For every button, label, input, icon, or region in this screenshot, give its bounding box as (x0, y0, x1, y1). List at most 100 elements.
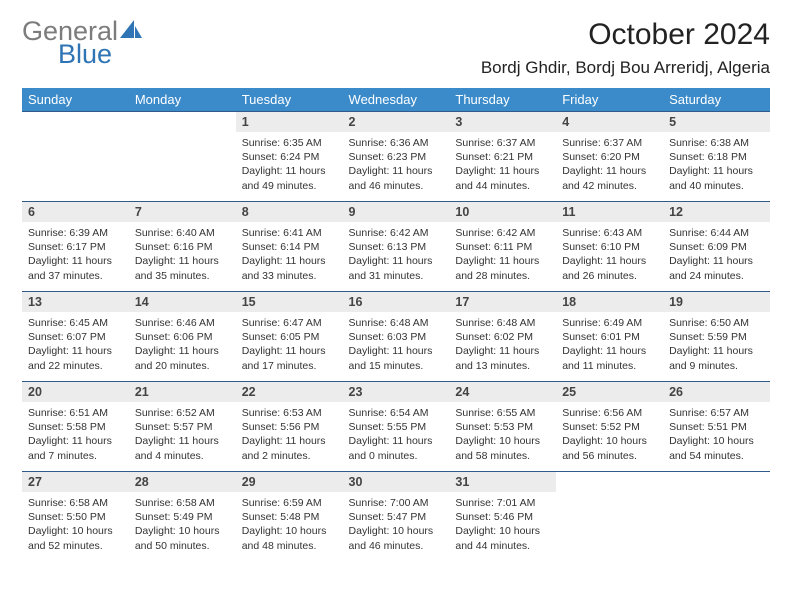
day-details: Sunrise: 6:55 AMSunset: 5:53 PMDaylight:… (449, 402, 556, 465)
daylight-line: Daylight: 11 hours (349, 254, 444, 268)
daylight-line: and 33 minutes. (242, 269, 337, 283)
day-number: 23 (343, 382, 450, 402)
day-details: Sunrise: 7:01 AMSunset: 5:46 PMDaylight:… (449, 492, 556, 555)
day-details: Sunrise: 6:57 AMSunset: 5:51 PMDaylight:… (663, 402, 770, 465)
daylight-line: and 15 minutes. (349, 359, 444, 373)
day-cell: 19Sunrise: 6:50 AMSunset: 5:59 PMDayligh… (663, 292, 770, 382)
day-cell: 14Sunrise: 6:46 AMSunset: 6:06 PMDayligh… (129, 292, 236, 382)
day-number: 21 (129, 382, 236, 402)
sunset-line: Sunset: 6:14 PM (242, 240, 337, 254)
daylight-line: Daylight: 11 hours (135, 344, 230, 358)
day-cell: 21Sunrise: 6:52 AMSunset: 5:57 PMDayligh… (129, 382, 236, 472)
daylight-line: Daylight: 11 hours (28, 254, 123, 268)
day-details: Sunrise: 6:54 AMSunset: 5:55 PMDaylight:… (343, 402, 450, 465)
daylight-line: and 49 minutes. (242, 179, 337, 193)
page-title: October 2024 (481, 18, 770, 52)
day-cell: 28Sunrise: 6:58 AMSunset: 5:49 PMDayligh… (129, 472, 236, 562)
day-number: 7 (129, 202, 236, 222)
daylight-line: Daylight: 10 hours (28, 524, 123, 538)
day-cell: 18Sunrise: 6:49 AMSunset: 6:01 PMDayligh… (556, 292, 663, 382)
day-details: Sunrise: 6:48 AMSunset: 6:02 PMDaylight:… (449, 312, 556, 375)
daylight-line: and 46 minutes. (349, 539, 444, 553)
title-block: October 2024 Bordj Ghdir, Bordj Bou Arre… (481, 18, 770, 78)
day-number: 18 (556, 292, 663, 312)
day-details: Sunrise: 6:58 AMSunset: 5:49 PMDaylight:… (129, 492, 236, 555)
sunrise-line: Sunrise: 6:50 AM (669, 316, 764, 330)
daylight-line: Daylight: 11 hours (455, 164, 550, 178)
day-cell: 11Sunrise: 6:43 AMSunset: 6:10 PMDayligh… (556, 202, 663, 292)
sunset-line: Sunset: 6:20 PM (562, 150, 657, 164)
day-number: 13 (22, 292, 129, 312)
day-cell: 30Sunrise: 7:00 AMSunset: 5:47 PMDayligh… (343, 472, 450, 562)
daylight-line: and 31 minutes. (349, 269, 444, 283)
sunset-line: Sunset: 6:11 PM (455, 240, 550, 254)
sunrise-line: Sunrise: 6:41 AM (242, 226, 337, 240)
daylight-line: and 11 minutes. (562, 359, 657, 373)
day-cell: 3Sunrise: 6:37 AMSunset: 6:21 PMDaylight… (449, 112, 556, 202)
day-cell: 12Sunrise: 6:44 AMSunset: 6:09 PMDayligh… (663, 202, 770, 292)
day-number: 25 (556, 382, 663, 402)
sunset-line: Sunset: 6:06 PM (135, 330, 230, 344)
day-number: 27 (22, 472, 129, 492)
sunrise-line: Sunrise: 6:51 AM (28, 406, 123, 420)
day-cell: 29Sunrise: 6:59 AMSunset: 5:48 PMDayligh… (236, 472, 343, 562)
day-cell: 22Sunrise: 6:53 AMSunset: 5:56 PMDayligh… (236, 382, 343, 472)
day-cell (663, 472, 770, 562)
daylight-line: Daylight: 11 hours (349, 434, 444, 448)
day-number: 29 (236, 472, 343, 492)
day-details: Sunrise: 6:59 AMSunset: 5:48 PMDaylight:… (236, 492, 343, 555)
day-number: 4 (556, 112, 663, 132)
weekday-header: Saturday (663, 88, 770, 112)
day-details: Sunrise: 6:48 AMSunset: 6:03 PMDaylight:… (343, 312, 450, 375)
sunrise-line: Sunrise: 6:45 AM (28, 316, 123, 330)
sunrise-line: Sunrise: 6:43 AM (562, 226, 657, 240)
weekday-header-row: Sunday Monday Tuesday Wednesday Thursday… (22, 88, 770, 112)
daylight-line: Daylight: 10 hours (455, 524, 550, 538)
day-cell: 8Sunrise: 6:41 AMSunset: 6:14 PMDaylight… (236, 202, 343, 292)
day-details: Sunrise: 6:42 AMSunset: 6:11 PMDaylight:… (449, 222, 556, 285)
daylight-line: Daylight: 10 hours (242, 524, 337, 538)
week-row: 20Sunrise: 6:51 AMSunset: 5:58 PMDayligh… (22, 382, 770, 472)
sunset-line: Sunset: 6:17 PM (28, 240, 123, 254)
sunrise-line: Sunrise: 6:49 AM (562, 316, 657, 330)
day-cell: 1Sunrise: 6:35 AMSunset: 6:24 PMDaylight… (236, 112, 343, 202)
day-details: Sunrise: 6:37 AMSunset: 6:21 PMDaylight:… (449, 132, 556, 195)
daylight-line: Daylight: 11 hours (562, 344, 657, 358)
day-details: Sunrise: 6:42 AMSunset: 6:13 PMDaylight:… (343, 222, 450, 285)
sunset-line: Sunset: 5:52 PM (562, 420, 657, 434)
week-row: 6Sunrise: 6:39 AMSunset: 6:17 PMDaylight… (22, 202, 770, 292)
sunset-line: Sunset: 6:02 PM (455, 330, 550, 344)
daylight-line: Daylight: 10 hours (135, 524, 230, 538)
sunset-line: Sunset: 5:50 PM (28, 510, 123, 524)
day-number: 11 (556, 202, 663, 222)
day-details: Sunrise: 6:46 AMSunset: 6:06 PMDaylight:… (129, 312, 236, 375)
header: General Blue October 2024 Bordj Ghdir, B… (22, 18, 770, 78)
day-cell: 20Sunrise: 6:51 AMSunset: 5:58 PMDayligh… (22, 382, 129, 472)
daylight-line: Daylight: 11 hours (242, 254, 337, 268)
logo-word2: Blue (58, 41, 112, 68)
day-details: Sunrise: 6:40 AMSunset: 6:16 PMDaylight:… (129, 222, 236, 285)
daylight-line: and 52 minutes. (28, 539, 123, 553)
daylight-line: Daylight: 10 hours (562, 434, 657, 448)
sunrise-line: Sunrise: 7:00 AM (349, 496, 444, 510)
sunset-line: Sunset: 5:53 PM (455, 420, 550, 434)
day-details: Sunrise: 6:47 AMSunset: 6:05 PMDaylight:… (236, 312, 343, 375)
sunrise-line: Sunrise: 6:47 AM (242, 316, 337, 330)
day-cell: 27Sunrise: 6:58 AMSunset: 5:50 PMDayligh… (22, 472, 129, 562)
daylight-line: Daylight: 11 hours (349, 344, 444, 358)
day-number: 5 (663, 112, 770, 132)
week-row: 13Sunrise: 6:45 AMSunset: 6:07 PMDayligh… (22, 292, 770, 382)
day-cell: 15Sunrise: 6:47 AMSunset: 6:05 PMDayligh… (236, 292, 343, 382)
sunset-line: Sunset: 5:48 PM (242, 510, 337, 524)
sunset-line: Sunset: 5:46 PM (455, 510, 550, 524)
daylight-line: Daylight: 11 hours (562, 164, 657, 178)
day-cell: 23Sunrise: 6:54 AMSunset: 5:55 PMDayligh… (343, 382, 450, 472)
day-number: 3 (449, 112, 556, 132)
daylight-line: Daylight: 11 hours (669, 254, 764, 268)
daylight-line: and 58 minutes. (455, 449, 550, 463)
day-cell (556, 472, 663, 562)
day-number: 19 (663, 292, 770, 312)
sunrise-line: Sunrise: 6:48 AM (455, 316, 550, 330)
sunrise-line: Sunrise: 6:37 AM (562, 136, 657, 150)
day-number: 2 (343, 112, 450, 132)
